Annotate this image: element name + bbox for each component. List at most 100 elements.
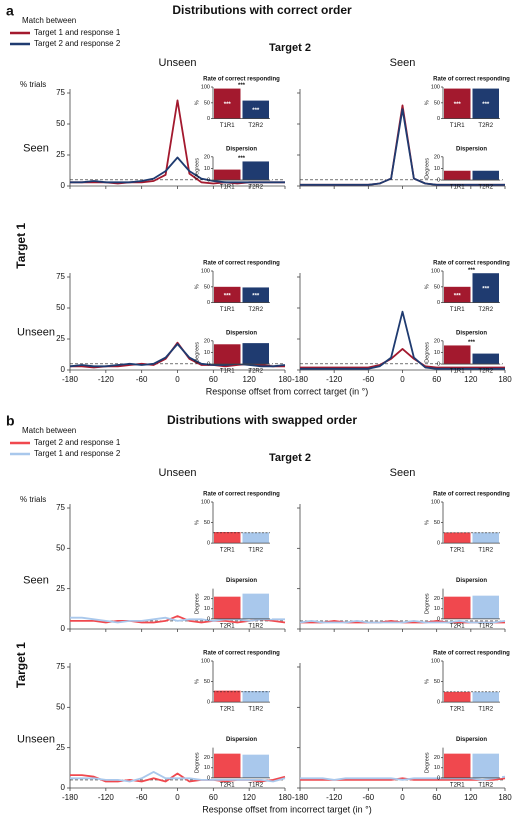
inset-bar <box>472 753 499 778</box>
y-tick-label: 25 <box>56 150 65 159</box>
inset-tick-label: 0 <box>437 700 440 706</box>
inset-category: T1R2 <box>478 707 493 713</box>
inset-bar <box>444 596 471 619</box>
inset-bar <box>242 754 269 778</box>
x-tick-label: -60 <box>363 375 375 384</box>
inset-bar <box>242 691 269 703</box>
inset-bar <box>242 287 269 303</box>
series-line <box>69 343 286 368</box>
x-tick-label: 0 <box>175 375 180 384</box>
x-tick-label: -120 <box>98 793 115 802</box>
inset-y-title: Degrees <box>424 752 430 773</box>
inset-tick-label: 20 <box>204 338 210 344</box>
inset-tick-label: 10 <box>204 166 210 172</box>
inset-category: T2R1 <box>220 548 235 554</box>
x-tick-label: 120 <box>464 793 478 802</box>
y-tick-label: 75 <box>56 503 65 512</box>
y-tick-label: 50 <box>56 543 65 552</box>
inset-title: Rate of correct responding <box>203 492 280 498</box>
significance: *** <box>468 268 476 274</box>
x-axis-title: Response offset from correct target (in … <box>206 386 369 396</box>
y-tick-label: 0 <box>61 181 66 190</box>
inset-tick-label: 10 <box>434 166 440 172</box>
inset-bar <box>472 273 499 303</box>
x-tick-label: -120 <box>98 375 115 384</box>
inset-tick-label: 0 <box>207 541 210 547</box>
x-tick-label: 180 <box>498 793 512 802</box>
inset-tick-label: 10 <box>204 765 210 771</box>
y-tick-label: 75 <box>56 88 65 97</box>
series-line <box>70 156 285 184</box>
inset-bar <box>472 691 499 703</box>
inset-category: T2R1 <box>220 623 235 629</box>
inset-y-title: % <box>194 100 200 105</box>
inset-title: Rate of correct responding <box>203 261 280 267</box>
inset-title: Rate of correct responding <box>203 77 280 83</box>
inset-bar <box>472 88 499 119</box>
x-tick-label: -120 <box>326 793 343 802</box>
inset-tick-label: 100 <box>431 84 440 90</box>
series-line <box>70 616 285 624</box>
inset-bar <box>472 353 499 365</box>
legend-title: Match between <box>22 426 76 435</box>
panel-title: Distributions with swapped order <box>167 413 357 427</box>
inset-title: Rate of correct responding <box>203 651 280 657</box>
panel-label: a <box>6 3 14 19</box>
y-tick-label: 50 <box>56 702 65 711</box>
x-tick-label: 60 <box>432 793 441 802</box>
inset-tick-label: 0 <box>437 775 440 781</box>
x-tick-label: 0 <box>400 375 405 384</box>
y-tick-label: 0 <box>61 624 66 633</box>
column-label: Seen <box>390 467 416 479</box>
legend-label: Target 1 and response 1 <box>34 28 121 37</box>
inset-category: T2R2 <box>478 185 493 191</box>
y-tick-label: 25 <box>56 584 65 593</box>
inset-y-title: Degrees <box>194 752 200 773</box>
inset-category: T1R1 <box>450 185 465 191</box>
inset-category: T2R2 <box>248 123 263 129</box>
inset-title: Dispersion <box>226 578 257 584</box>
panel-label: b <box>6 413 15 429</box>
inset-tick-label: 100 <box>431 268 440 274</box>
x-axis-title: Response offset from incorrect target (i… <box>202 804 372 814</box>
inset-tick-label: 10 <box>434 606 440 612</box>
inset-tick-label: 100 <box>431 658 440 664</box>
inset-tick-label: 10 <box>204 606 210 612</box>
inset-category: T2R2 <box>478 123 493 129</box>
inset-tick-label: 0 <box>207 362 210 368</box>
column-title: Target 2 <box>269 42 311 54</box>
inset-y-title: % <box>194 284 200 289</box>
inset-tick-label: 0 <box>207 775 210 781</box>
x-tick-label: -120 <box>326 375 343 384</box>
inset-tick-label: 20 <box>434 596 440 602</box>
row-label: Unseen <box>17 327 55 339</box>
inset-bar <box>242 343 269 365</box>
inset-tick-label: 0 <box>437 541 440 547</box>
series-line <box>300 348 505 369</box>
inset-tick-label: 100 <box>431 499 440 505</box>
inset-bar <box>444 286 471 303</box>
inset-y-title: Degrees <box>424 158 430 179</box>
inset-tick-label: 100 <box>201 268 210 274</box>
inset-y-title: % <box>194 679 200 684</box>
bar-significance: *** <box>482 102 490 108</box>
series-line <box>300 775 506 781</box>
inset-y-title: % <box>424 520 430 525</box>
row-label: Seen <box>23 143 49 155</box>
y-tick-label: 25 <box>56 334 65 343</box>
inset-tick-label: 0 <box>207 700 210 706</box>
inset-bar <box>242 593 269 619</box>
inset-title: Dispersion <box>456 737 487 743</box>
inset-tick-label: 100 <box>201 84 210 90</box>
x-tick-label: 120 <box>242 375 256 384</box>
column-title: Target 2 <box>269 452 311 464</box>
inset-title: Dispersion <box>226 146 257 152</box>
y-tick-label: 50 <box>56 119 65 128</box>
x-tick-label: 60 <box>209 375 218 384</box>
inset-category: T1R2 <box>248 548 263 554</box>
inset-category: T2R1 <box>450 548 465 554</box>
inset-category: T1R2 <box>478 548 493 554</box>
legend-label: Target 2 and response 2 <box>34 39 121 48</box>
inset-category: T1R2 <box>248 707 263 713</box>
